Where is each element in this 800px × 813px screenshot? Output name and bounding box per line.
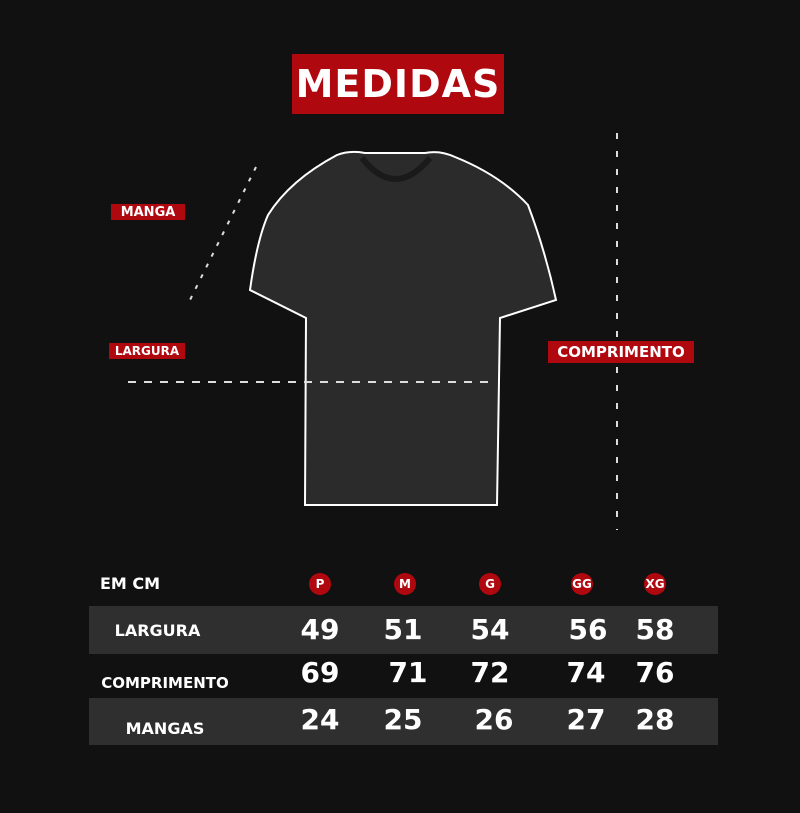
manga-label: MANGA — [111, 204, 185, 220]
row-label: COMPRIMENTO — [101, 674, 229, 692]
cell: 25 — [383, 703, 423, 736]
cell: 69 — [300, 656, 340, 689]
cell: 74 — [566, 656, 606, 689]
cell: 24 — [300, 703, 340, 736]
size-badge: M — [394, 573, 416, 595]
cell: 76 — [635, 656, 675, 689]
cell: 49 — [300, 613, 340, 646]
cell: 26 — [474, 703, 514, 736]
cell: 54 — [470, 613, 510, 646]
cell: 51 — [383, 613, 423, 646]
table-row-band — [89, 606, 718, 654]
tshirt-icon — [248, 150, 558, 506]
size-badge: G — [479, 573, 501, 595]
sleeve-measure-line — [189, 166, 257, 301]
size-badge: P — [309, 573, 331, 595]
cell: 27 — [566, 703, 606, 736]
row-label: MANGAS — [125, 719, 205, 738]
cell: 28 — [635, 703, 675, 736]
collar — [359, 156, 433, 182]
unit-label: EM CM — [100, 574, 161, 593]
page-title: MEDIDAS — [292, 54, 504, 114]
tshirt-diagram — [128, 133, 618, 530]
largura-label: LARGURA — [109, 343, 185, 359]
table-row-band — [89, 698, 718, 745]
comprimento-label: COMPRIMENTO — [548, 341, 694, 363]
size-badge: XG — [644, 573, 666, 595]
cell: 58 — [635, 613, 675, 646]
row-label: LARGURA — [114, 621, 201, 640]
cell: 72 — [470, 656, 510, 689]
cell: 71 — [388, 656, 428, 689]
cell: 56 — [568, 613, 608, 646]
size-badge: GG — [571, 573, 593, 595]
